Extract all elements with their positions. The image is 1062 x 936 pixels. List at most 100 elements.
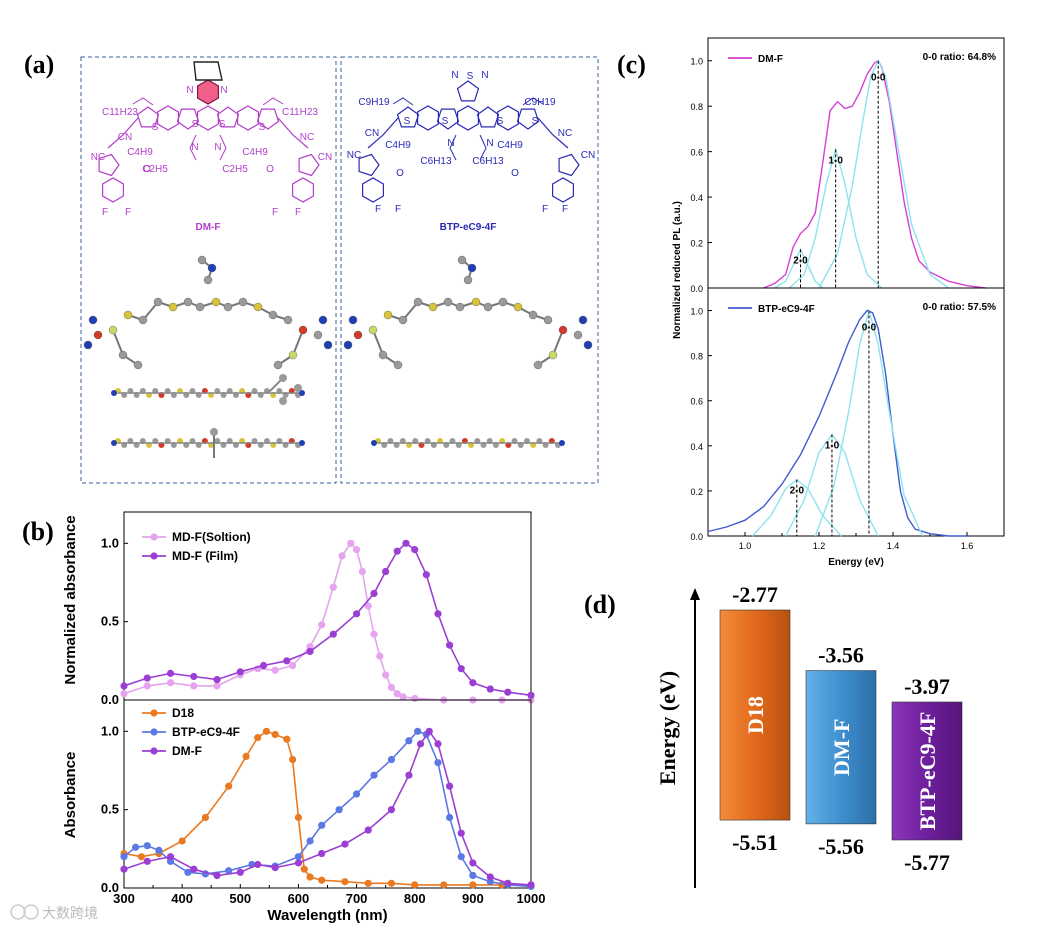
bond xyxy=(372,329,384,356)
data-point xyxy=(364,826,372,834)
level-bar-label: D18 xyxy=(743,696,768,734)
data-point xyxy=(318,876,326,884)
data-point xyxy=(382,671,390,679)
data-point xyxy=(190,865,198,873)
atom-label: C4H9 xyxy=(497,140,523,151)
data-point xyxy=(440,881,448,889)
atom xyxy=(133,360,143,370)
legend-entry: D18 xyxy=(172,706,194,720)
atom xyxy=(543,315,553,325)
atom xyxy=(378,350,388,360)
data-point xyxy=(446,641,454,649)
data-point xyxy=(457,829,465,837)
homo-value: -5.56 xyxy=(818,834,864,859)
atom xyxy=(299,440,305,446)
atom-label: C2H5 xyxy=(222,164,248,175)
atom-label: F xyxy=(125,207,131,218)
data-point xyxy=(457,665,465,673)
data-point xyxy=(434,740,442,748)
atom-label: F xyxy=(375,204,381,215)
data-point xyxy=(143,682,151,690)
y-tick-label: 0.0 xyxy=(690,284,703,294)
alkyl-chain xyxy=(479,134,487,161)
data-point xyxy=(294,813,303,822)
legend-entry: MD-F(Soltion) xyxy=(172,530,251,544)
data-point xyxy=(120,853,128,861)
indanone-ring xyxy=(98,153,120,177)
atom xyxy=(528,310,538,320)
y-tick-label: 0.6 xyxy=(690,148,703,158)
atom-label: CN xyxy=(118,132,132,143)
y-tick-label: 1.0 xyxy=(101,723,119,738)
data-point xyxy=(262,727,271,735)
atom-label: F xyxy=(562,204,568,215)
atom-label: O xyxy=(143,164,151,175)
dm-f-structure: C11H23 C11H23 C4H9 C4H9 C2H5 C2H5 NC CN NC CN O O F F… xyxy=(91,61,332,233)
watermark-text: 大数跨境 xyxy=(42,906,98,922)
atom-label: C4H9 xyxy=(127,147,153,158)
data-point xyxy=(143,674,151,682)
atom xyxy=(483,302,493,312)
x-tick-label: 1.6 xyxy=(961,541,974,551)
y-tick-label: 0.8 xyxy=(690,102,703,112)
data-point xyxy=(527,881,535,889)
indanone-ring xyxy=(558,153,580,177)
data-point xyxy=(271,730,279,739)
atom xyxy=(413,297,423,307)
atom xyxy=(283,315,293,325)
data-point xyxy=(294,859,303,867)
data-point xyxy=(370,630,378,638)
legend-entry: BTP-eC9-4F xyxy=(758,304,815,315)
atom-label: C2H5 xyxy=(142,164,168,175)
atom xyxy=(559,440,565,446)
data-point xyxy=(132,843,140,851)
bicyclic-bridge xyxy=(193,61,223,81)
data-point xyxy=(352,610,361,618)
data-point xyxy=(184,868,192,876)
atom xyxy=(294,384,302,392)
data-point xyxy=(425,727,433,735)
benzene-ring xyxy=(101,177,125,203)
legend-entry: DM-F xyxy=(172,744,202,758)
data-point xyxy=(236,668,244,676)
bond xyxy=(552,329,564,356)
chart-b-bottom: 0.0 0.5 1.0 300 400 500 600 700 800 900 1000 Wavele… xyxy=(62,699,545,924)
atom xyxy=(343,340,353,350)
atom-label: C4H9 xyxy=(242,147,268,158)
atom-label: NC xyxy=(300,132,314,143)
data-point xyxy=(294,853,303,861)
atom-label: C4H9 xyxy=(385,140,411,151)
atom xyxy=(210,428,218,436)
y-tick-label: 0.4 xyxy=(690,442,703,452)
atom xyxy=(558,325,568,335)
data-point xyxy=(338,552,346,560)
data-point xyxy=(364,602,372,610)
alkyl-chain xyxy=(219,134,227,161)
data-point xyxy=(213,871,221,880)
atom-label: S xyxy=(497,116,504,127)
core-ring xyxy=(457,105,479,131)
atom-label: C11H23 xyxy=(102,107,138,118)
panel-label-c: (c) xyxy=(617,50,646,79)
atom xyxy=(207,263,217,273)
atom-label: N xyxy=(214,142,221,153)
atom xyxy=(573,330,583,340)
atom xyxy=(273,360,283,370)
atom xyxy=(279,397,287,405)
watermark: 大数跨境 xyxy=(10,904,98,922)
bond xyxy=(292,329,304,356)
data-point xyxy=(352,546,361,554)
atom-label: C6H13 xyxy=(472,156,504,167)
data-point xyxy=(446,782,454,790)
data-point xyxy=(318,849,326,858)
data-point xyxy=(364,879,372,887)
atom xyxy=(463,275,473,285)
atom xyxy=(253,302,263,312)
series-d18-line xyxy=(123,730,531,886)
y-tick-label: 0.0 xyxy=(101,692,119,707)
legend-marker xyxy=(150,533,158,541)
data-point xyxy=(411,694,419,703)
data-point xyxy=(143,842,151,850)
atom-label: CN xyxy=(318,152,332,163)
y-axis-label: Absorbance xyxy=(62,752,79,839)
